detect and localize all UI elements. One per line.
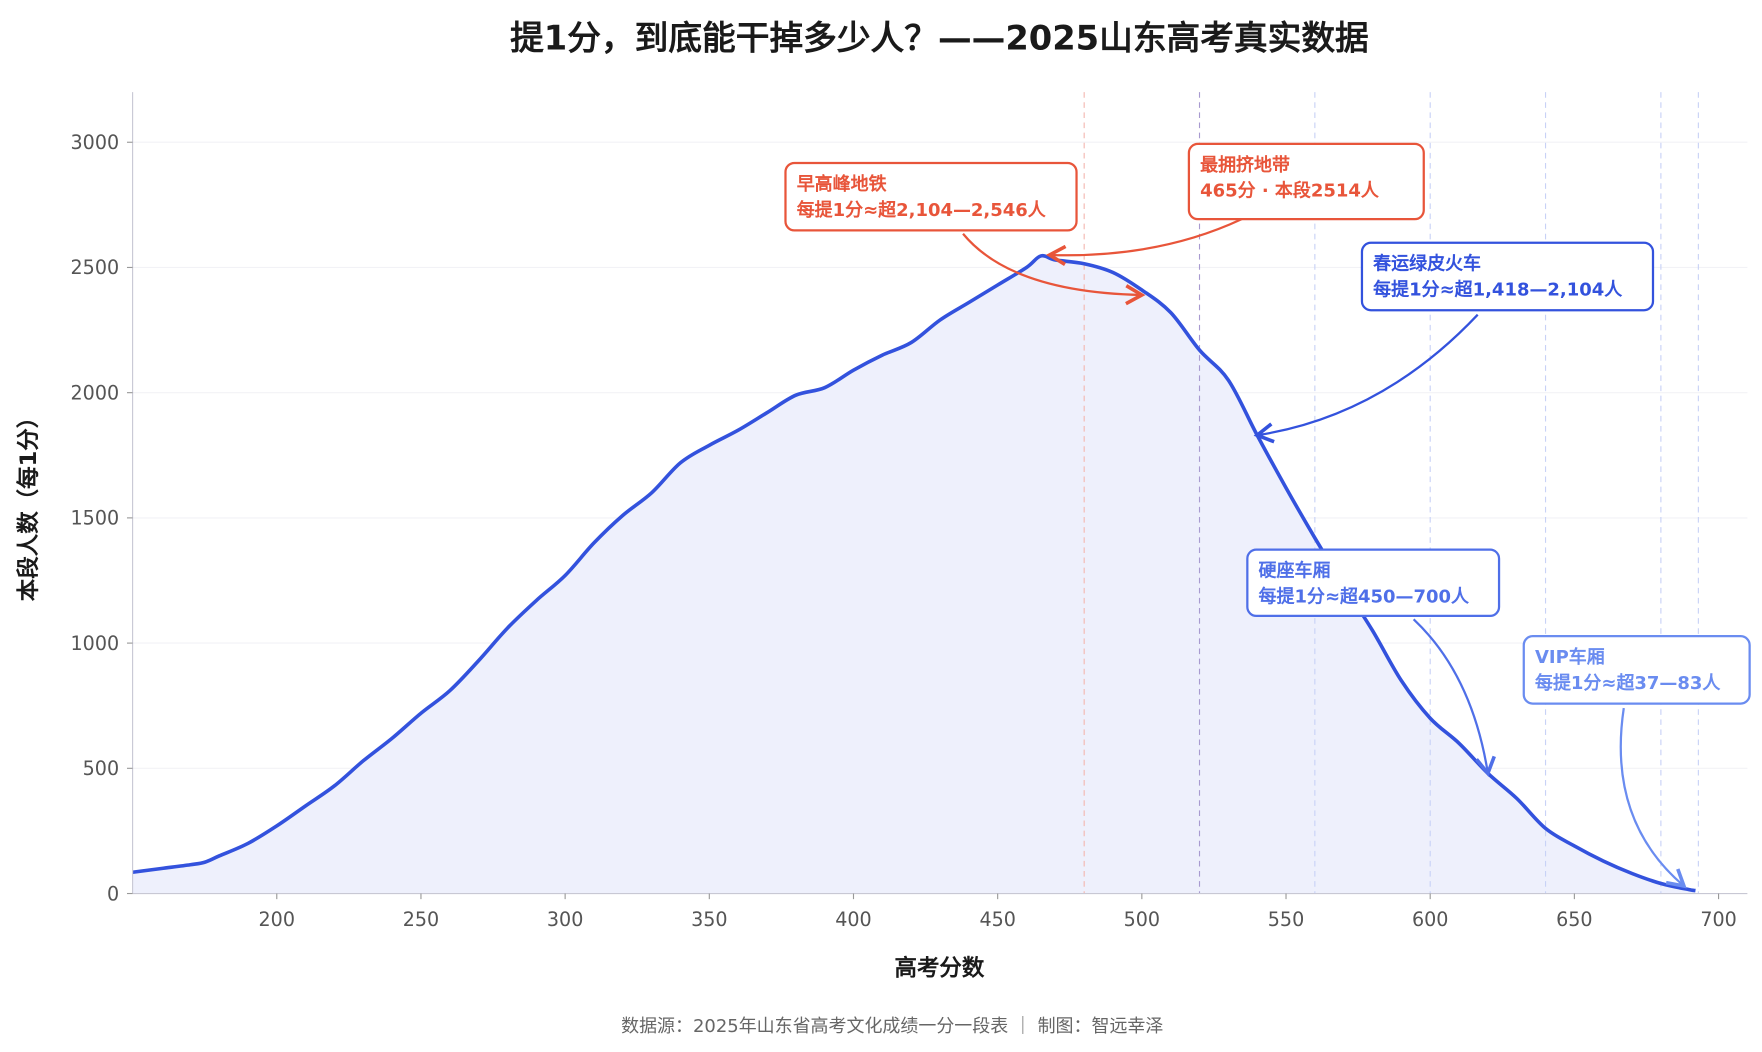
annotation-arrow: [1045, 218, 1243, 266]
y-tick-label: 3000: [71, 131, 120, 154]
annotation-title: 早高峰地铁: [797, 173, 887, 195]
y-tick-label: 2000: [71, 381, 120, 404]
annotation-box: [1360, 241, 1655, 312]
x-tick-label: 450: [979, 908, 1015, 931]
annotation-title: 春运绿皮火车: [1373, 253, 1481, 275]
threshold-lines: [1083, 92, 1699, 894]
y-tick-label: 500: [83, 757, 119, 780]
annotation-box: [1246, 548, 1501, 618]
annotation-text: 465分 · 本段2514人: [1200, 180, 1380, 202]
x-tick-label: 400: [835, 908, 871, 931]
annotation-box: [1522, 635, 1751, 705]
x-tick-label: 650: [1556, 908, 1592, 931]
annotation-title: 最拥挤地带: [1200, 154, 1290, 176]
annotation-box: [1187, 142, 1425, 221]
annotation-text: 每提1分≈超450—700人: [1259, 585, 1470, 607]
annotation-arrow: [1253, 313, 1479, 444]
annotation-arrow: [1619, 707, 1687, 889]
annotation-text: 每提1分≈超1,418—2,104人: [1373, 279, 1623, 301]
area-fill: [132, 255, 1696, 894]
x-tick-label: 550: [1268, 908, 1304, 931]
footer-source: 数据源：2025年山东省高考文化成绩一分一段表 ｜ 制图：智远幸泽: [621, 1016, 1163, 1037]
y-tick-label: 1000: [71, 632, 120, 655]
chart-title: 提1分，到底能干掉多少人？——2025山东高考真实数据: [510, 18, 1369, 57]
annotation-text: 每提1分≈超37—83人: [1535, 672, 1721, 694]
x-tick-label: 700: [1700, 908, 1736, 931]
data-line: [132, 253, 1696, 893]
ticks: 0 500 1000 1500 2000 2500 3000 200 250 300 350 400 4…: [71, 131, 1737, 931]
y-tick-label: 1500: [71, 507, 120, 530]
x-tick-label: 500: [1124, 908, 1160, 931]
x-tick-label: 300: [547, 908, 583, 931]
y-axis-label: 本段人数（每1分）: [15, 406, 42, 601]
annotation-arrow: [1412, 618, 1496, 777]
annotation-arrow: [962, 233, 1146, 306]
x-tick-label: 200: [259, 908, 295, 931]
x-tick-label: 350: [691, 908, 727, 931]
x-axis-label: 高考分数: [894, 955, 984, 982]
x-tick-label: 600: [1412, 908, 1448, 931]
y-tick-label: 2500: [71, 256, 120, 279]
annotation-text: 每提1分≈超2,104—2,546人: [797, 199, 1047, 221]
axes: [132, 92, 1748, 895]
annotation-box: [784, 161, 1078, 232]
annotation-title: VIP车厢: [1535, 646, 1605, 668]
annotation-title: 硬座车厢: [1259, 560, 1331, 582]
x-tick-label: 250: [403, 908, 439, 931]
y-tick-label: 0: [107, 882, 119, 905]
